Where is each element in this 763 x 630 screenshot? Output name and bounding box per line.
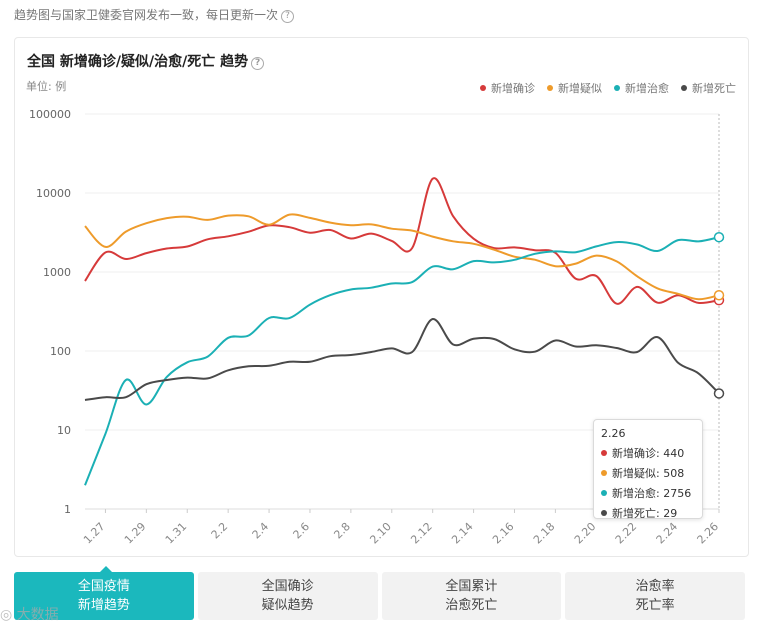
tooltip-row: 新增死亡: 29 — [594, 503, 702, 523]
tooltip-dot-icon — [601, 450, 607, 456]
series-line — [84, 318, 720, 401]
tab-confirmed-suspected-trend[interactable]: 全国确诊 疑似趋势 — [197, 572, 378, 620]
tab-line: 疑似趋势 — [261, 598, 314, 613]
tooltip-row: 新增治愈: 2756 — [594, 483, 702, 503]
x-tick-label: 1.27 — [81, 520, 108, 547]
page-note-text: 趋势图与国家卫健委官网发布一致，每日更新一次 — [14, 8, 279, 22]
legend-label: 新增确诊 — [491, 82, 535, 95]
legend-label: 新增死亡 — [692, 82, 736, 95]
tab-line: 全国累计 — [445, 579, 498, 594]
tab-line: 治愈率 — [635, 579, 675, 594]
tooltip-dot-icon — [601, 490, 607, 496]
legend-item-dead[interactable]: 新增死亡 — [681, 80, 736, 96]
tooltip-dot-icon — [601, 470, 607, 476]
legend-item-confirmed[interactable]: 新增确诊 — [480, 80, 535, 96]
x-tick-label: 1.29 — [122, 520, 149, 547]
chart-title: 全国 新增确诊/疑似/治愈/死亡 趋势? — [27, 51, 265, 71]
page-note: 趋势图与国家卫健委官网发布一致，每日更新一次? — [14, 6, 295, 23]
tooltip-row: 新增疑似: 508 — [594, 463, 702, 483]
x-tick-label: 2.12 — [408, 520, 435, 547]
x-tick-label: 1.31 — [163, 520, 190, 547]
trend-chart-card: 全国 新增确诊/疑似/治愈/死亡 趋势? 单位: 例 新增确诊 新增疑似 新增治… — [14, 37, 749, 557]
legend-dot-icon — [681, 85, 687, 91]
tooltip-row-label: 新增疑似: 508 — [612, 467, 685, 480]
tooltip-dot-icon — [601, 510, 607, 516]
legend-dot-icon — [547, 85, 553, 91]
tab-line: 死亡率 — [635, 598, 675, 613]
x-tick-label: 2.8 — [331, 520, 353, 542]
tab-line: 全国确诊 — [261, 579, 314, 594]
help-icon[interactable]: ? — [281, 10, 295, 23]
tooltip-row-label: 新增死亡: 29 — [612, 507, 678, 520]
x-tick-label: 2.2 — [209, 520, 231, 542]
watermark-text: 大数据 — [16, 607, 59, 623]
x-tick-label: 2.6 — [291, 520, 313, 542]
x-tick-label: 2.20 — [572, 520, 599, 547]
legend-item-cured[interactable]: 新增治愈 — [614, 80, 669, 96]
tooltip-date: 2.26 — [601, 427, 626, 440]
watermark: ◎ 大数据 — [0, 607, 59, 623]
series-line — [84, 177, 720, 305]
series-point — [713, 231, 725, 243]
unit-label: 单位: 例 — [26, 80, 67, 93]
chart-tabs: 全国疫情新增趋势 全国确诊疑似趋势 全国累计治愈死亡 治愈率死亡率 — [14, 566, 745, 620]
legend-item-suspected[interactable]: 新增疑似 — [547, 80, 602, 96]
y-tick-label: 1 — [64, 503, 71, 516]
legend-label: 新增治愈 — [625, 82, 669, 95]
tab-line: 新增趋势 — [77, 598, 130, 613]
y-tick-label: 100000 — [29, 108, 71, 121]
series-line — [84, 213, 720, 301]
tooltip-row-label: 新增确诊: 440 — [612, 447, 685, 460]
x-tick-label: 2.24 — [654, 520, 681, 547]
tab-cumulative-cured-dead[interactable]: 全国累计 治愈死亡 — [381, 572, 562, 620]
series-point — [713, 289, 725, 301]
tooltip-row: 新增确诊: 440 — [594, 443, 702, 463]
legend-label: 新增疑似 — [558, 82, 602, 95]
legend-dot-icon — [480, 85, 486, 91]
tab-line: 全国疫情 — [77, 579, 130, 594]
y-tick-label: 100 — [50, 345, 71, 358]
y-tick-label: 10 — [57, 424, 71, 437]
tab-line: 治愈死亡 — [445, 598, 498, 613]
chart-legend: 新增确诊 新增疑似 新增治愈 新增死亡 — [480, 80, 736, 96]
tooltip-row-label: 新增治愈: 2756 — [612, 487, 692, 500]
series-point — [713, 388, 725, 399]
x-tick-label: 2.18 — [531, 520, 558, 547]
chart-title-text: 全国 新增确诊/疑似/治愈/死亡 趋势 — [27, 54, 249, 70]
x-tick-label: 2.22 — [613, 520, 640, 547]
chart-help-icon[interactable]: ? — [251, 57, 265, 70]
tab-cure-death-rate[interactable]: 治愈率 死亡率 — [565, 572, 745, 620]
x-tick-label: 2.16 — [490, 520, 517, 547]
x-tick-label: 2.26 — [695, 520, 722, 547]
tab-national-new-trend[interactable]: 全国疫情 新增趋势 — [14, 566, 194, 620]
chart-tooltip: 2.26 新增确诊: 440 新增疑似: 508 新增治愈: 2756 新增死亡… — [593, 419, 703, 520]
x-tick-label: 2.4 — [250, 520, 272, 542]
x-tick-label: 2.14 — [449, 520, 476, 547]
x-tick-label: 2.10 — [367, 520, 394, 547]
y-tick-label: 10000 — [36, 187, 71, 200]
series-line — [84, 236, 720, 486]
y-tick-label: 1000 — [43, 266, 71, 279]
legend-dot-icon — [614, 85, 620, 91]
